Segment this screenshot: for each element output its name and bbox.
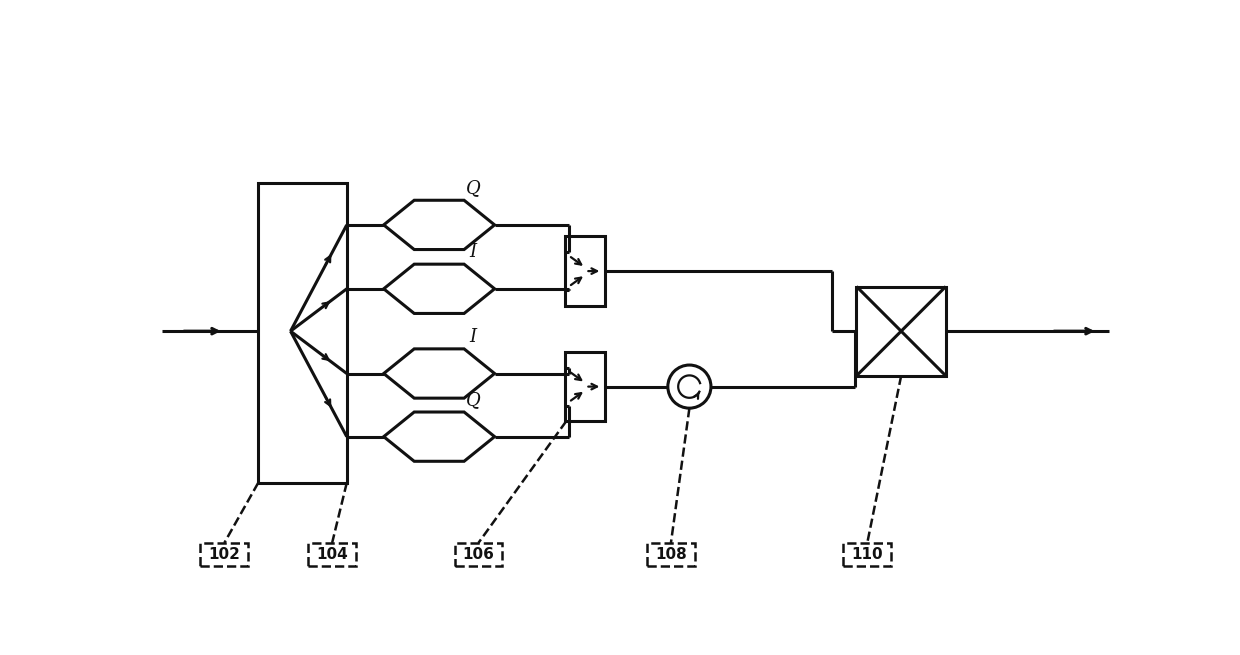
Text: 108: 108 xyxy=(655,547,687,562)
Text: 104: 104 xyxy=(316,547,348,562)
Text: Q: Q xyxy=(466,391,480,409)
Text: I: I xyxy=(470,328,476,346)
Text: I: I xyxy=(470,243,476,261)
Text: 110: 110 xyxy=(852,547,883,562)
Text: 106: 106 xyxy=(463,547,495,562)
Text: Q: Q xyxy=(466,179,480,197)
Text: 102: 102 xyxy=(208,547,241,562)
